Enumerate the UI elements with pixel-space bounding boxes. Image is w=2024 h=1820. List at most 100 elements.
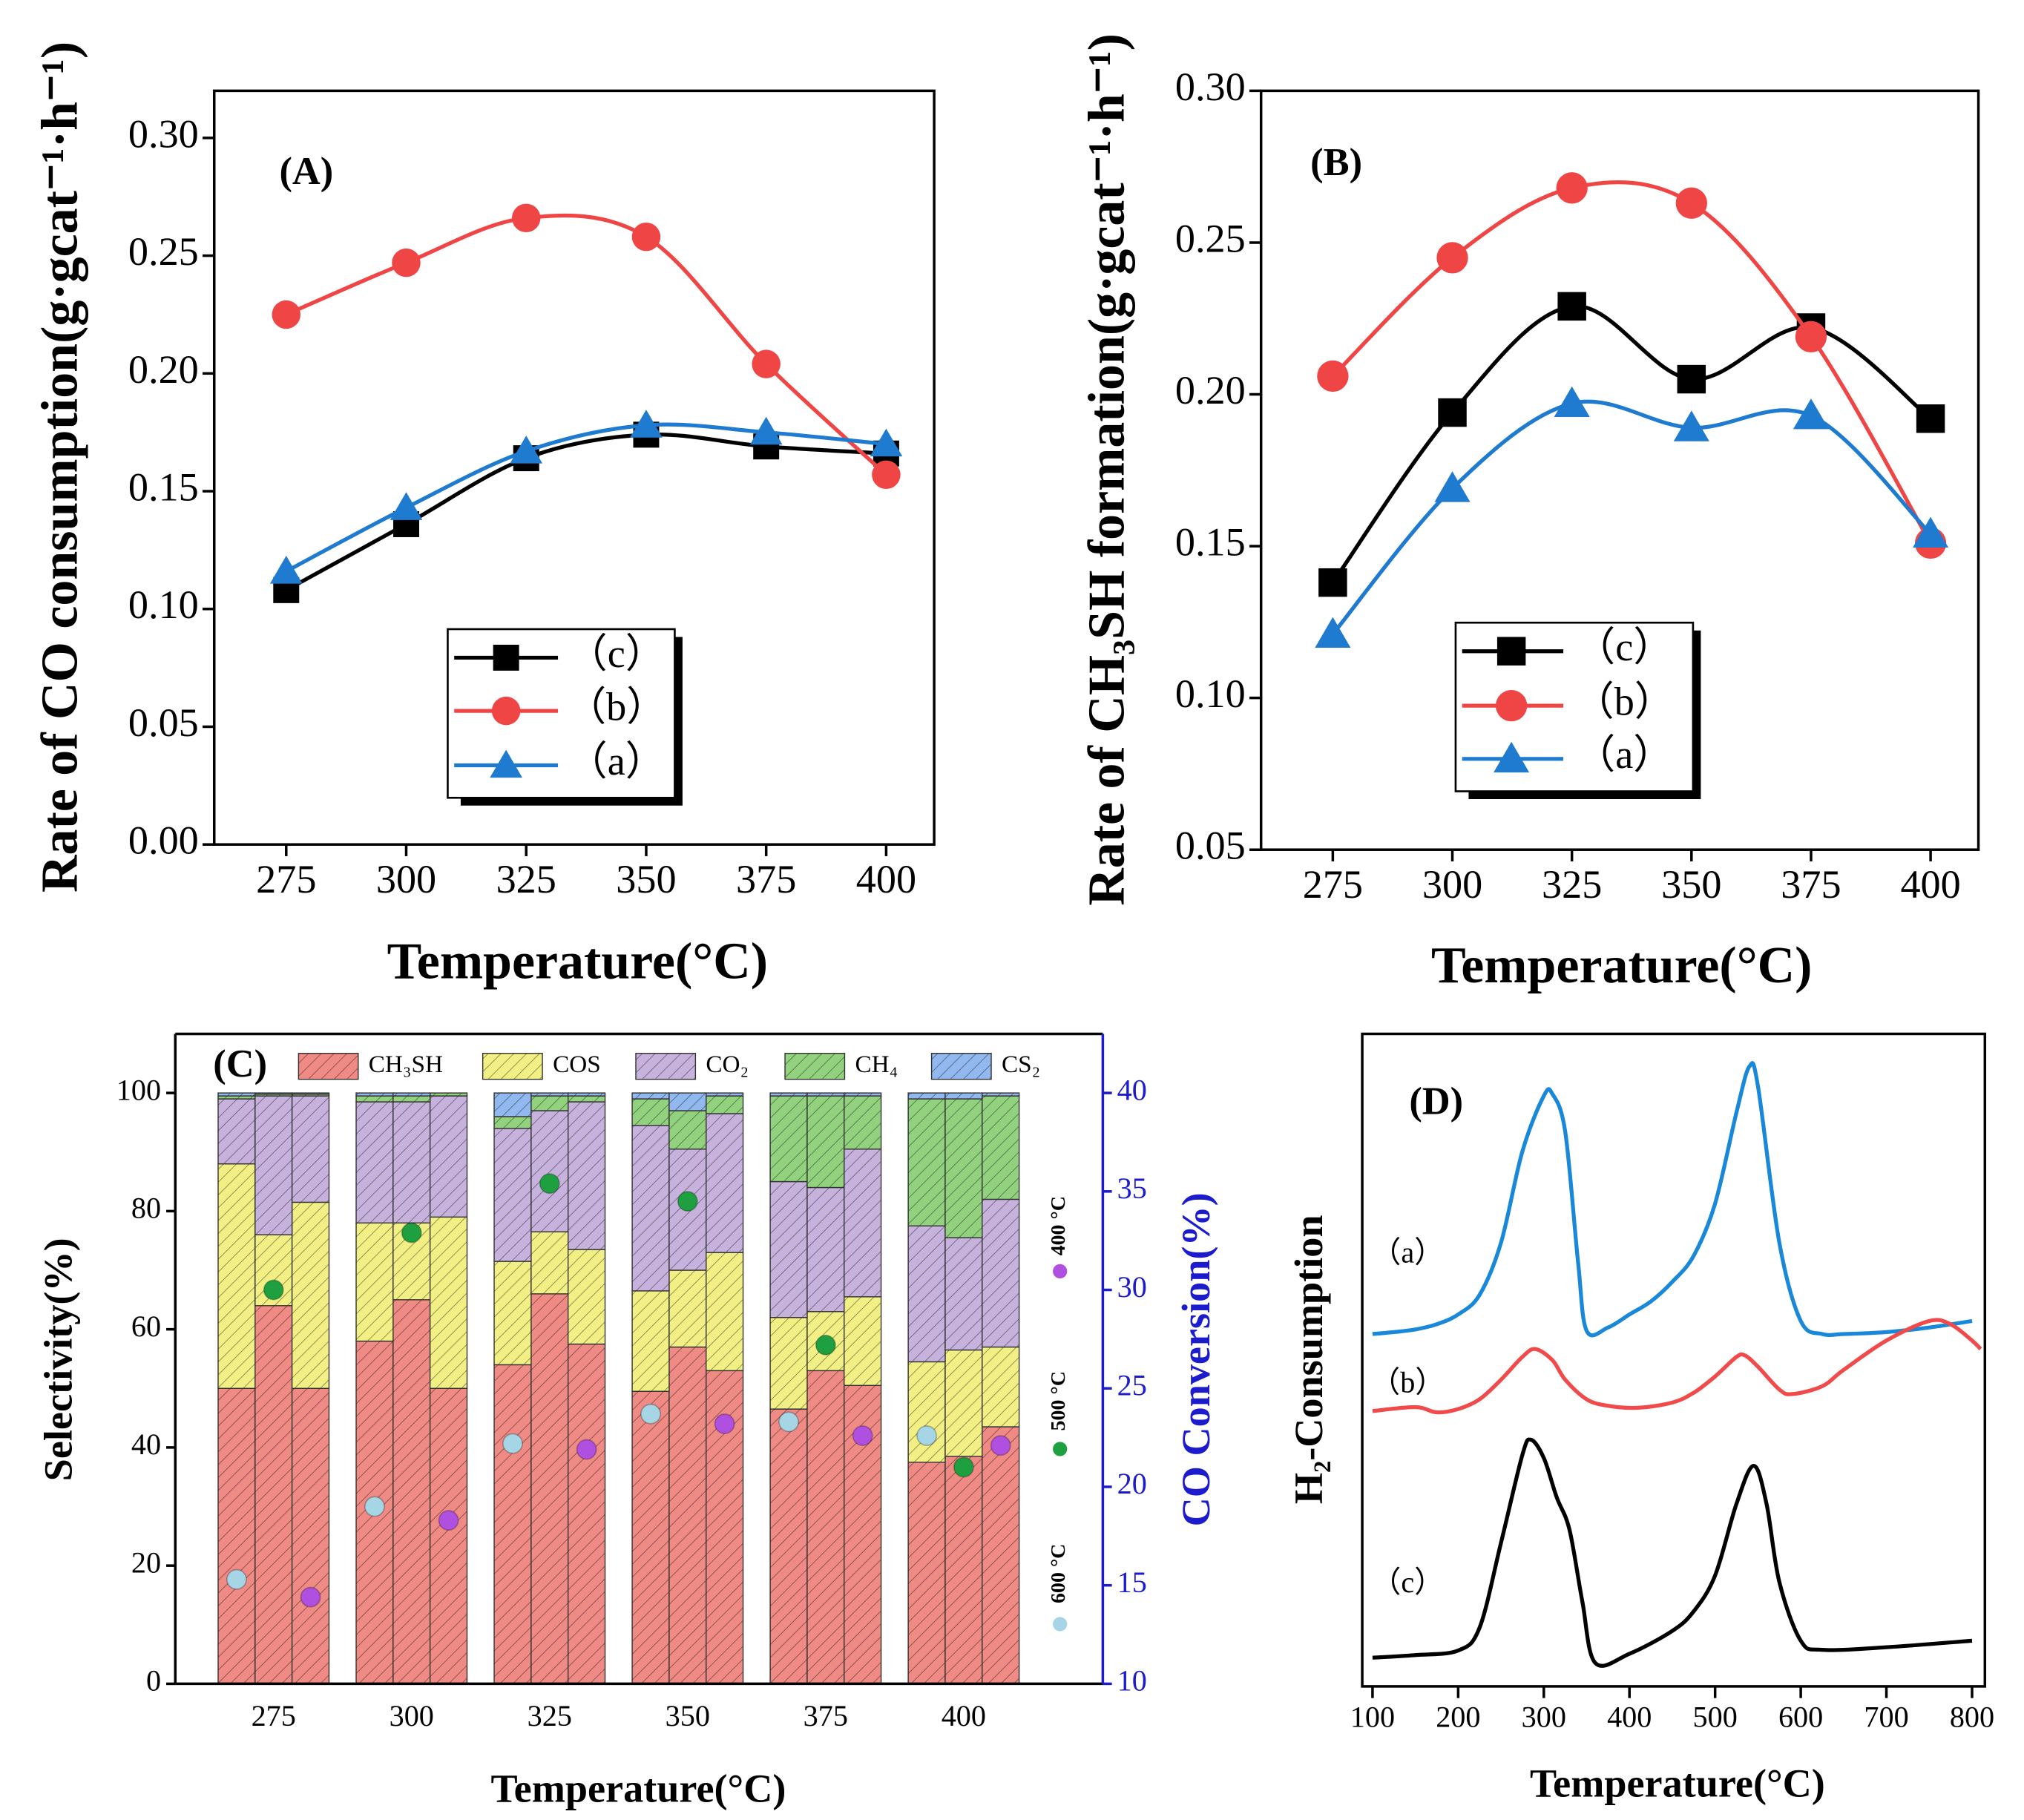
marker-triangle [630, 410, 663, 438]
conversion-dot [263, 1279, 284, 1301]
y-tick-label: 60 [131, 1310, 161, 1343]
y-tick-label: 0.15 [128, 464, 199, 509]
legend-label: CH₄ [855, 1051, 898, 1078]
x-tick-label: 350 [616, 857, 676, 901]
marker-triangle [269, 555, 303, 584]
x-tick-label: 275 [256, 857, 316, 901]
marker-circle [272, 300, 301, 329]
plot-frame [1361, 1032, 1987, 1688]
panel-title: (D) [1409, 1080, 1463, 1123]
conversion-dot [916, 1425, 938, 1446]
legend-shadow [1468, 630, 1701, 800]
bar-segment [254, 1095, 293, 1235]
bar-segment [567, 1343, 606, 1685]
bar-segment [668, 1110, 707, 1150]
x-tick-label: 300 [1522, 1701, 1566, 1734]
marker-triangle [1554, 386, 1590, 418]
bar-segment [806, 1186, 845, 1313]
x-tick-label: 300 [390, 1699, 434, 1732]
bar-segment [429, 1095, 468, 1218]
y-tick-label: 0.30 [1175, 65, 1246, 109]
y-tick-label: 0.05 [1175, 824, 1246, 868]
panel-title: (B) [1310, 141, 1362, 184]
marker-triangle [390, 492, 423, 520]
bar-segment [668, 1092, 707, 1111]
x-tick-label: 400 [1607, 1701, 1652, 1734]
panel-title: (C) [213, 1042, 267, 1085]
legend-swatch [930, 1052, 992, 1080]
bar-segment [355, 1222, 394, 1342]
bar-segment [907, 1098, 946, 1226]
legend-swatch [635, 1052, 697, 1080]
bar-segment [907, 1462, 946, 1685]
bar-segment [530, 1231, 569, 1295]
bar-segment [429, 1092, 468, 1097]
x-tick-label: 300 [376, 857, 436, 901]
conversion-dot [364, 1496, 385, 1517]
legend-swatch [784, 1052, 846, 1080]
bar-segment [668, 1269, 707, 1348]
y2-tick-label: 25 [1117, 1368, 1147, 1402]
conversion-dot [640, 1403, 661, 1425]
legend-swatch [298, 1052, 359, 1080]
conversion-dot [226, 1568, 247, 1590]
y-tick-label: 0.05 [128, 700, 199, 745]
x-tick-label: 275 [252, 1699, 296, 1732]
bar-segment [429, 1216, 468, 1389]
bar-segment [493, 1261, 532, 1366]
y2-tick-label: 30 [1117, 1270, 1147, 1304]
bar-segment [806, 1370, 845, 1685]
marker-circle [1795, 321, 1827, 352]
bar-segment [567, 1249, 606, 1345]
bar-segment [631, 1290, 670, 1392]
legend-label: 500 °C [1047, 1371, 1070, 1430]
bar-segment [567, 1101, 606, 1250]
series-line [1372, 1437, 1973, 1668]
x-tick-label: 375 [804, 1699, 848, 1732]
conversion-dot [677, 1191, 698, 1212]
legend-swatch [482, 1052, 543, 1080]
y-tick-label: 0.25 [128, 229, 199, 274]
bar-segment [530, 1110, 569, 1232]
series-label: （c） [1371, 1566, 1444, 1599]
legend-shadow [460, 637, 683, 806]
series-line [285, 422, 887, 574]
marker-triangle [1673, 410, 1709, 441]
marker-triangle [1913, 516, 1949, 548]
y-tick-label: 0.10 [128, 582, 199, 627]
x-tick-label: 375 [1781, 862, 1841, 907]
y-tick-label: 100 [116, 1073, 161, 1106]
bar-segment [944, 1237, 983, 1351]
legend-label: 400 °C [1047, 1196, 1070, 1255]
legend-label: （b） [1574, 680, 1675, 724]
legend-marker [1495, 689, 1528, 722]
bar-segment [706, 1252, 744, 1372]
series-label: （a） [1371, 1236, 1444, 1269]
bar-segment [706, 1113, 744, 1253]
conversion-dot [852, 1425, 873, 1446]
y2-tick-label: 20 [1117, 1467, 1147, 1500]
bar-segment [493, 1364, 532, 1685]
conversion-dot [714, 1413, 735, 1435]
bar-segment [530, 1092, 569, 1097]
legend-marker [493, 644, 519, 671]
marker-square [1677, 364, 1706, 394]
bar-segment [631, 1098, 670, 1126]
conversion-dot [300, 1586, 321, 1608]
series-line [1372, 1061, 1973, 1338]
conversion-dot [953, 1456, 974, 1478]
marker-circle [1317, 360, 1349, 392]
y-tick-label: 40 [131, 1428, 161, 1461]
marker-circle [511, 203, 541, 233]
legend-label: 600 °C [1047, 1544, 1070, 1603]
x-tick-label: 200 [1436, 1701, 1480, 1734]
bar-segment [392, 1299, 431, 1685]
legend-label: CS₂ [1002, 1051, 1040, 1078]
bar-segment [769, 1408, 808, 1685]
y-axis-title: H₂-Consumption [1287, 1215, 1331, 1504]
bar-segment [944, 1349, 983, 1457]
y2-tick-label: 40 [1117, 1073, 1147, 1106]
bar-segment [944, 1456, 983, 1685]
